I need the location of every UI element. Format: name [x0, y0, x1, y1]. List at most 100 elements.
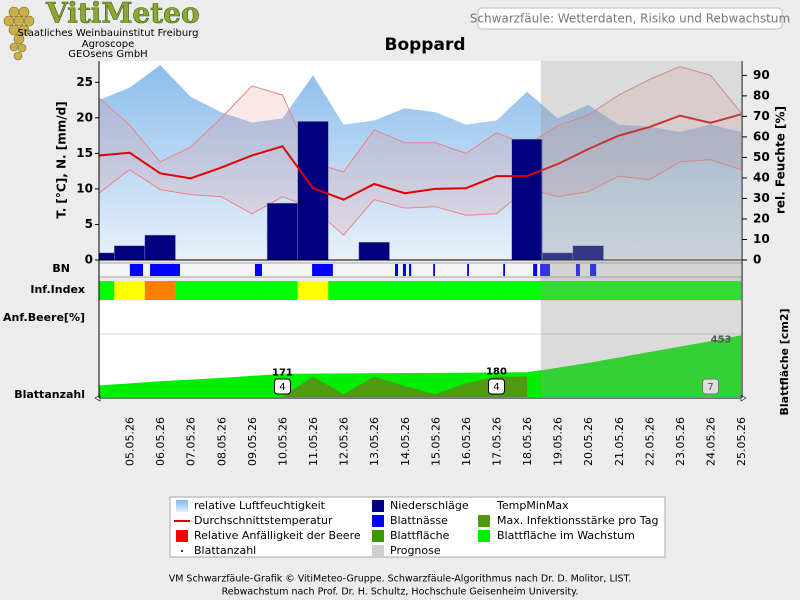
x-tick-label: 22.05.26: [643, 417, 656, 466]
row-label: Blattanzahl: [14, 388, 85, 401]
subtitle-box: [477, 7, 783, 30]
legend-box: [169, 496, 666, 558]
x-tick-label: 23.05.26: [674, 417, 687, 466]
x-tick-label: 16.05.26: [460, 417, 473, 466]
logo-line: GEOsens GmbH: [68, 49, 147, 60]
x-tick-label: 17.05.26: [490, 417, 503, 466]
infection-index-segment: [114, 281, 145, 300]
x-tick-label: 18.05.26: [521, 417, 534, 466]
y-tick-label: 10: [76, 181, 93, 195]
infection-index-segment: [99, 281, 115, 300]
legend-swatch: [478, 530, 490, 542]
legend-swatch: [372, 545, 384, 557]
logo-line: Agroscope: [82, 39, 135, 50]
leaf-area-label: 171: [272, 368, 293, 379]
leaf-area-label: 453: [711, 334, 732, 345]
leaf-wetness: [409, 264, 412, 276]
y2-tick-label: 60: [753, 129, 770, 143]
x-tick-label: 13.05.26: [368, 417, 381, 466]
y2-tick-label: 50: [753, 150, 770, 164]
legend-label: Prognose: [390, 544, 441, 557]
legend-label: Niederschläge: [390, 499, 469, 512]
x-tick-label: 11.05.26: [307, 417, 320, 466]
x-tick-label: 09.05.26: [246, 417, 259, 466]
leaf-count-label: 4: [279, 382, 285, 393]
forecast-area: [540, 61, 742, 398]
y2-tick-label: 20: [753, 211, 770, 225]
temp-min-line: [98, 159, 742, 236]
x-tick-label: 12.05.26: [338, 417, 351, 466]
y-tick-label: 0: [85, 253, 93, 267]
y-tick-label: 20: [76, 110, 93, 124]
precipitation-bar: [98, 252, 115, 261]
max-infection: [282, 376, 528, 397]
leaf-wetness: [312, 264, 333, 276]
y2-tick-label: 40: [753, 170, 770, 184]
x-tick-label: 06.05.26: [154, 417, 167, 466]
leaf-count-box: [273, 378, 291, 395]
x-tick-label: 14.05.26: [399, 417, 412, 466]
leaf-count-box: [702, 378, 720, 395]
humidity-area: [99, 65, 742, 260]
infection-index-segment: [175, 281, 298, 300]
y-tick-label: 15: [76, 146, 93, 160]
legend-label: TempMinMax: [496, 499, 569, 512]
legend-label: Relative Anfälligkeit der Beere: [194, 529, 361, 542]
legend-swatch: [181, 550, 183, 552]
x-tick-label: 05.05.26: [124, 417, 137, 466]
leaf-wetness: [503, 264, 506, 276]
x-tick-label: 25.05.26: [735, 417, 748, 466]
infection-index-segment: [144, 281, 176, 300]
x-tick-label: 08.05.26: [215, 417, 228, 466]
leaf-wetness: [394, 264, 399, 276]
row-label: Anf.Beere[%]: [3, 311, 85, 324]
leaf-wetness: [129, 264, 144, 276]
x-tick-label: 07.05.26: [185, 417, 198, 466]
subtitle: Schwarzfäule: Wetterdaten, Risiko und Re…: [470, 12, 790, 26]
plot: 0 5 10 15 20 25 0 10 20 30 40 50 60 70 80 90 171 180 453 4 4…: [76, 61, 770, 466]
x-tick-label: 24.05.26: [705, 417, 718, 466]
leaf-wetness: [533, 264, 538, 276]
logo: VitiMeteo Staatliches Weinbauinstitut Fr…: [3, 0, 200, 61]
legend-label: Blattanzahl: [194, 544, 256, 557]
avg-temp-line: [98, 113, 742, 201]
leaf-area-label: 180: [486, 366, 507, 377]
legend-label: Blattfläche: [390, 529, 450, 542]
legend-label: Blattfläche im Wachstum: [497, 529, 635, 542]
leaf-wetness: [433, 264, 436, 276]
y2-tick-label: 80: [753, 88, 770, 102]
legend-label: Blattnässe: [390, 514, 448, 527]
precipitation-bar: [114, 245, 146, 261]
y2-tick-label: 0: [753, 253, 761, 267]
legend-swatch: [176, 500, 188, 512]
y2-tick-label: 10: [753, 232, 770, 246]
row-label: BN: [52, 262, 70, 275]
row-label: Inf.Index: [30, 283, 85, 296]
axis-arrow: [94, 394, 747, 402]
leaf-wetness: [590, 264, 597, 276]
chart-title: Boppard: [385, 35, 466, 55]
precipitation-bar: [297, 121, 329, 261]
legend-label: Max. Infektionsstärke pro Tag: [497, 514, 658, 527]
x-tick-label: 15.05.26: [429, 417, 442, 466]
precipitation-bar: [266, 202, 299, 261]
legend-swatch: [176, 530, 188, 542]
leaf-area: [99, 335, 742, 397]
y2-axis-title: rel. Feuchte [%]: [774, 106, 788, 214]
y-axis-title: T. [°C], N. [mm/d]: [55, 101, 69, 218]
logo-text: VitiMeteo: [45, 0, 200, 30]
y2-tick-label: 90: [753, 68, 770, 82]
leaf-count-box: [487, 378, 505, 395]
temp-max-line: [98, 66, 742, 173]
precipitation-bar: [511, 138, 543, 261]
x-tick-label: 10.05.26: [276, 417, 289, 466]
y2-tick-label: 70: [753, 109, 770, 123]
legend-label: relative Luftfeuchtigkeit: [194, 499, 326, 512]
logo-line: Staatliches Weinbauinstitut Freiburg: [18, 28, 199, 39]
legend-swatch: [372, 515, 384, 527]
infection-index-segment: [297, 281, 329, 300]
footer: VM Schwarzfäule-Grafik © VitiMeteo-Grupp…: [169, 574, 632, 585]
legend-label: Durchschnittstemperatur: [194, 514, 333, 527]
leaf-count-label: 4: [493, 382, 499, 393]
